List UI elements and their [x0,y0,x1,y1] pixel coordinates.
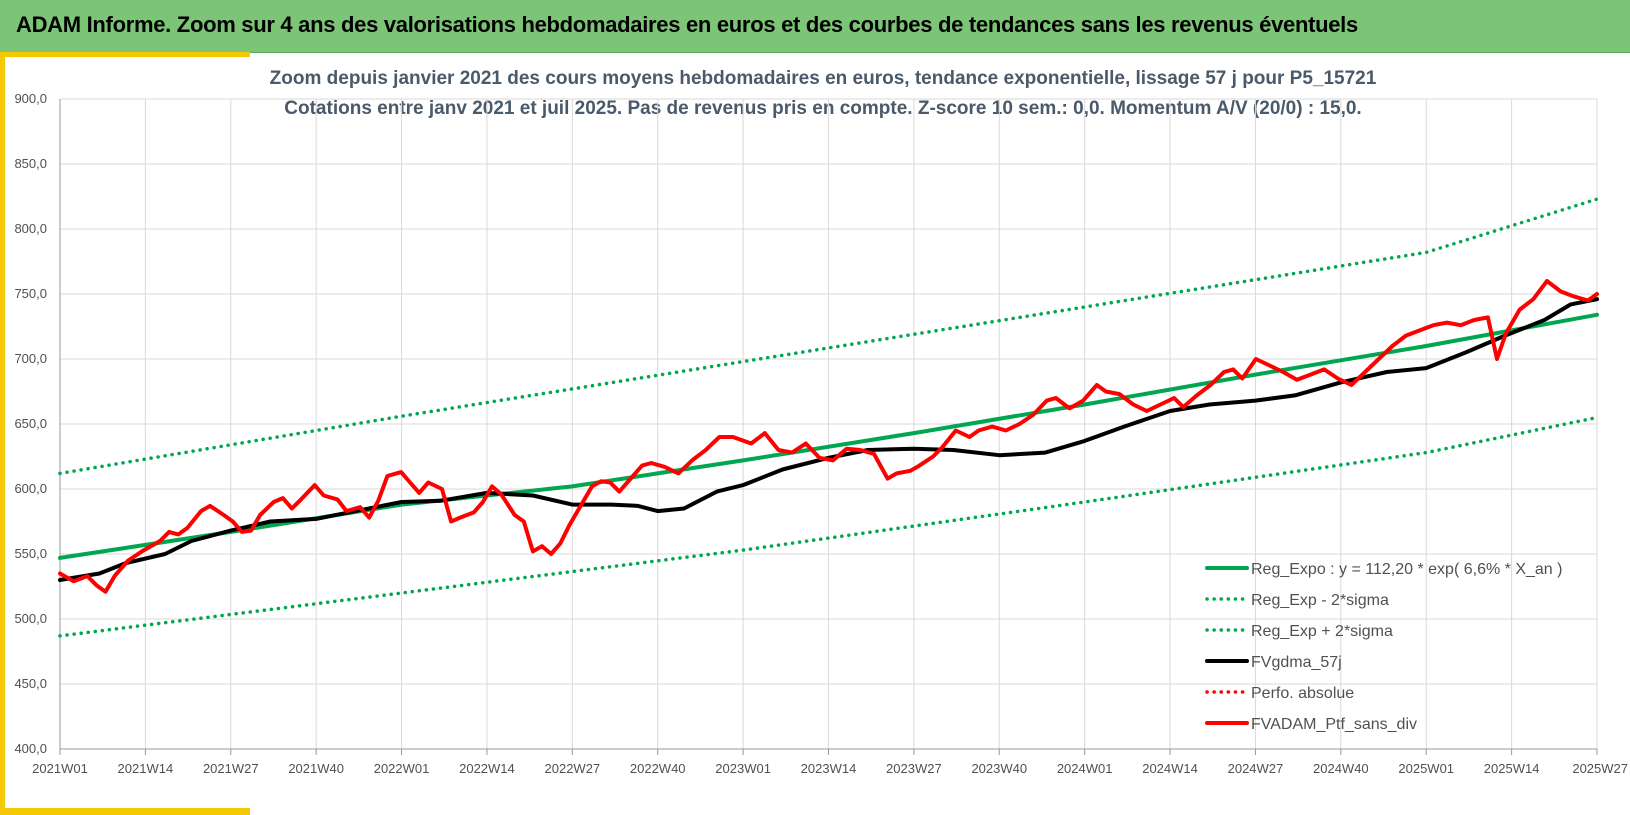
y-tick-label: 750,0 [14,286,47,301]
x-tick-label: 2023W14 [801,761,857,776]
legend: Reg_Expo : y = 112,20 * exp( 6,6% * X_an… [1205,561,1562,733]
x-tick-label: 2023W40 [971,761,1027,776]
chart: Zoom depuis janvier 2021 des cours moyen… [14,68,1628,776]
chart-title-line1: Zoom depuis janvier 2021 des cours moyen… [270,68,1377,89]
series-line-reg-exp-2-sigma [58,197,1599,476]
series-line-fvadam-ptf-sans-div [58,279,1599,594]
x-tick-label: 2023W27 [886,761,942,776]
accent-bar-bottom [0,808,250,815]
legend-label: FVgdma_57j [1251,654,1342,671]
legend-label: Reg_Expo : y = 112,20 * exp( 6,6% * X_an… [1251,561,1562,578]
y-tick-label: 500,0 [14,611,47,626]
x-tick-label: 2021W01 [32,761,88,776]
y-tick-label: 800,0 [14,221,47,236]
y-tick-label: 400,0 [14,741,47,756]
legend-label: Reg_Exp - 2*sigma [1251,592,1389,609]
x-tick-label: 2021W14 [118,761,174,776]
plot-area [58,197,1599,638]
x-tick-label: 2025W27 [1572,761,1628,776]
y-tick-label: 550,0 [14,546,47,561]
y-tick-label: 650,0 [14,416,47,431]
x-tick-label: 2022W40 [630,761,686,776]
y-tick-label: 900,0 [14,91,47,106]
y-tick-label: 600,0 [14,481,47,496]
accent-bar-top [4,52,250,57]
series-line-reg-exp-2-sigma [58,415,1599,638]
y-axis: 400,0 450,0 500,0 550,0 600,0 650,0 700,0 750,0… [14,91,61,756]
y-tick-label: 700,0 [14,351,47,366]
chart-title-line2: Cotations entre janv 2021 et juil 2025. … [284,98,1361,119]
x-tick-label: 2024W14 [1142,761,1198,776]
x-tick-label: 2022W01 [374,761,430,776]
x-tick-label: 2024W01 [1057,761,1113,776]
x-tick-label: 2024W40 [1313,761,1369,776]
page-title: ADAM Informe. Zoom sur 4 ans des valoris… [16,12,1358,37]
x-tick-label: 2025W14 [1484,761,1540,776]
legend-label: FVADAM_Ptf_sans_div [1251,716,1417,733]
accent-bar-left [0,52,5,815]
header-banner: ADAM Informe. Zoom sur 4 ans des valoris… [0,0,1630,53]
x-tick-label: 2022W14 [459,761,515,776]
y-tick-label: 450,0 [14,676,47,691]
legend-label: Perfo. absolue [1251,685,1354,702]
x-tick-label: 2025W01 [1398,761,1454,776]
x-tick-label: 2021W27 [203,761,259,776]
gridlines [59,98,1598,750]
y-tick-label: 850,0 [14,156,47,171]
legend-label: Reg_Exp + 2*sigma [1251,623,1393,640]
x-tick-label: 2021W40 [288,761,344,776]
x-axis: 2021W01 2021W14 2021W27 2021W40 2022W01 2022W… [32,748,1628,776]
x-tick-label: 2022W27 [545,761,601,776]
x-tick-label: 2023W01 [715,761,771,776]
x-tick-label: 2024W27 [1228,761,1284,776]
